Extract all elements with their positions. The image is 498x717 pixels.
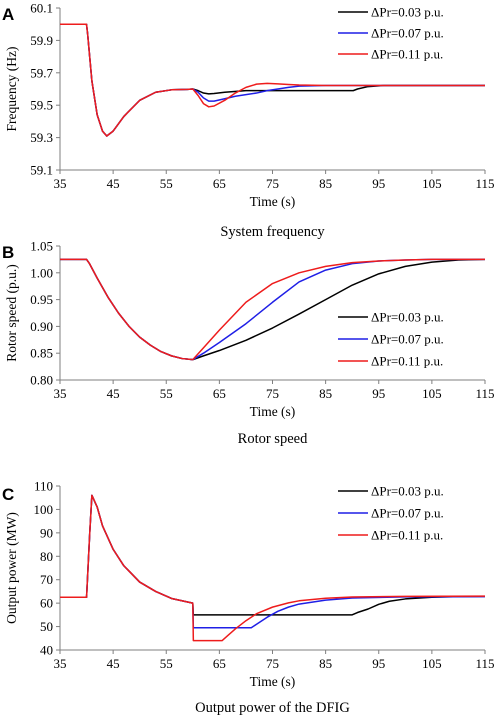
x-tick-label: 115	[475, 386, 494, 401]
y-tick-label: 110	[34, 479, 53, 494]
x-tick-label: 35	[54, 386, 67, 401]
x-tick-label: 95	[372, 386, 385, 401]
legend-label: ΔPr=0.03 p.u.	[371, 5, 444, 20]
x-tick-label: 55	[160, 176, 173, 191]
x-tick-label: 105	[422, 656, 442, 671]
y-tick-label: 60	[40, 596, 53, 611]
y-tick-label: 59.1	[30, 163, 53, 178]
y-tick-label: 59.9	[30, 33, 53, 48]
series-line-3	[60, 23, 485, 137]
x-tick-label: 45	[107, 656, 120, 671]
legend-label: ΔPr=0.07 p.u.	[371, 332, 444, 347]
x-tick-label: 85	[319, 386, 332, 401]
x-tick-label: 115	[475, 176, 494, 191]
x-tick-label: 55	[160, 386, 173, 401]
legend-label: ΔPr=0.11 p.u.	[371, 47, 443, 62]
x-axis-title: Time (s)	[250, 194, 296, 209]
x-axis-title: Time (s)	[250, 404, 296, 419]
y-tick-label: 50	[40, 619, 53, 634]
y-tick-label: 70	[40, 572, 53, 587]
x-tick-label: 65	[213, 176, 226, 191]
y-tick-label: 90	[40, 525, 53, 540]
panel-label: A	[2, 5, 14, 24]
y-tick-label: 60.1	[30, 1, 53, 16]
x-tick-label: 95	[372, 176, 385, 191]
legend-label: ΔPr=0.11 p.u.	[371, 528, 443, 543]
y-tick-label: 40	[40, 643, 53, 658]
x-tick-label: 35	[54, 656, 67, 671]
chart-caption: Output power of the DFIG	[195, 700, 350, 716]
chart-panel-B: B 0.80 0.85 0.90 0.95 1.00 1.05 35 45 55 65 75 85 95 1…	[2, 239, 495, 448]
x-tick-label: 85	[319, 176, 332, 191]
chart-caption: Rotor speed	[238, 431, 308, 447]
x-tick-label: 55	[160, 656, 173, 671]
y-axis-title: Rotor speed (p.u.)	[4, 264, 19, 361]
x-tick-label: 65	[213, 656, 226, 671]
y-tick-label: 0.95	[30, 292, 53, 307]
y-tick-label: 59.5	[30, 98, 53, 113]
x-axis-title: Time (s)	[250, 674, 296, 689]
chart-panel-A: A 59.1 59.3 59.5 59.7 59.9 60.1 35 45 55 65 75 85 95 1…	[2, 1, 495, 241]
legend-label: ΔPr=0.07 p.u.	[371, 506, 444, 521]
legend: ΔPr=0.03 p.u. ΔPr=0.07 p.u. ΔPr=0.11 p.u.	[338, 5, 444, 62]
y-tick-label: 0.90	[30, 319, 53, 334]
y-tick-label: 0.85	[30, 346, 53, 361]
x-tick-label: 65	[213, 386, 226, 401]
y-axis-title: Frequency (Hz)	[4, 46, 19, 131]
x-tick-label: 45	[107, 386, 120, 401]
x-tick-label: 45	[107, 176, 120, 191]
legend-label: ΔPr=0.07 p.u.	[371, 26, 444, 41]
legend-label: ΔPr=0.11 p.u.	[371, 354, 443, 369]
panel-label: B	[2, 243, 14, 262]
x-tick-label: 105	[422, 176, 442, 191]
legend-label: ΔPr=0.03 p.u.	[371, 310, 444, 325]
chart-panel-C: C 40 50 60 70 80 90 100 110 35 45 55 65 75 85 95 105 115 T…	[2, 479, 495, 717]
y-tick-label: 1.00	[30, 265, 53, 280]
x-tick-label: 115	[475, 656, 494, 671]
x-tick-label: 95	[372, 656, 385, 671]
y-tick-label: 80	[40, 549, 53, 564]
legend-label: ΔPr=0.03 p.u.	[371, 484, 444, 499]
y-tick-label: 59.3	[30, 130, 53, 145]
y-tick-label: 59.7	[30, 65, 53, 80]
y-tick-label: 100	[34, 502, 54, 517]
y-tick-label: 0.80	[30, 373, 53, 388]
panel-label: C	[2, 485, 14, 504]
series-line-3	[60, 258, 485, 361]
series-line-3	[60, 494, 486, 642]
legend: ΔPr=0.03 p.u. ΔPr=0.07 p.u. ΔPr=0.11 p.u.	[338, 484, 444, 543]
x-tick-label: 75	[266, 656, 279, 671]
x-tick-label: 75	[266, 176, 279, 191]
y-tick-label: 1.05	[30, 239, 53, 254]
legend: ΔPr=0.03 p.u. ΔPr=0.07 p.u. ΔPr=0.11 p.u.	[338, 310, 444, 369]
y-axis-title: Output power (MW)	[4, 512, 19, 624]
x-tick-label: 35	[54, 176, 67, 191]
chart-caption: System frequency	[220, 224, 325, 240]
x-tick-label: 105	[422, 386, 442, 401]
x-tick-label: 75	[266, 386, 279, 401]
x-tick-label: 85	[319, 656, 332, 671]
series-line-1	[60, 23, 485, 137]
series-line-2	[60, 23, 485, 137]
